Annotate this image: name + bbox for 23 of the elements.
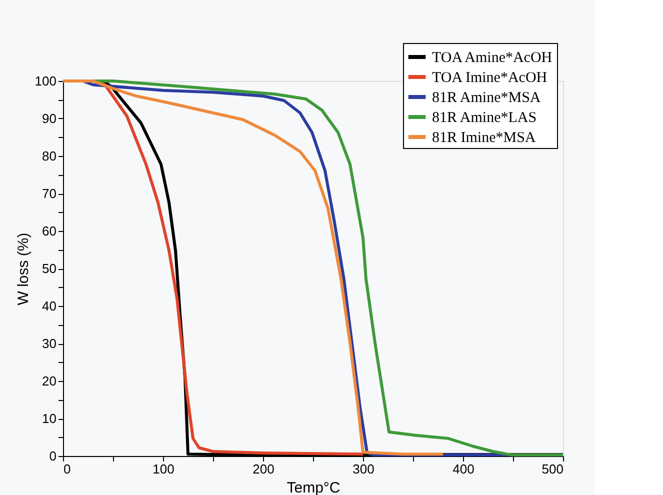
y-tick-label: 90: [42, 111, 56, 126]
y-tick-label: 70: [42, 186, 56, 201]
x-tick-label: 0: [64, 462, 71, 476]
legend-label: 81R Amine*LAS: [432, 110, 537, 126]
x-tick-label: 200: [252, 462, 274, 476]
x-tick-label: 100: [152, 462, 174, 476]
legend-label: 81R Imine*MSA: [432, 130, 536, 146]
legend-label: 81R Amine*MSA: [432, 90, 541, 106]
y-axis-title: W loss (%): [14, 232, 32, 306]
y-tick-label: 20: [42, 374, 56, 388]
y-tick-label: 40: [42, 298, 56, 314]
x-tick-label: 400: [452, 462, 474, 476]
y-tick-label: 60: [42, 224, 56, 238]
y-tick-label: 30: [42, 336, 56, 351]
y-tick-label: 100: [34, 74, 56, 88]
y-tick-label: 0: [49, 448, 56, 464]
x-tick-label: 500: [542, 462, 564, 476]
legend-label: TOA Imine*AcOH: [432, 70, 548, 86]
y-tick-label: 50: [42, 261, 56, 276]
y-tick-label: 80: [42, 148, 56, 164]
x-tick-label: 300: [352, 462, 374, 476]
y-tick-label: 10: [42, 411, 56, 426]
legend-label: TOA Amine*AcOH: [432, 50, 552, 66]
